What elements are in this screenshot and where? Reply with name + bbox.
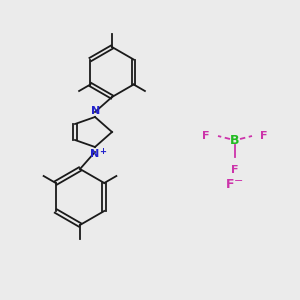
Text: F: F <box>226 178 234 191</box>
Text: F: F <box>260 131 268 141</box>
Text: B: B <box>230 134 240 146</box>
Text: F: F <box>231 165 239 175</box>
Text: N: N <box>90 149 100 159</box>
Text: F: F <box>202 131 210 141</box>
Text: −: − <box>234 176 244 186</box>
Text: N: N <box>92 106 100 116</box>
Text: +: + <box>100 148 106 157</box>
